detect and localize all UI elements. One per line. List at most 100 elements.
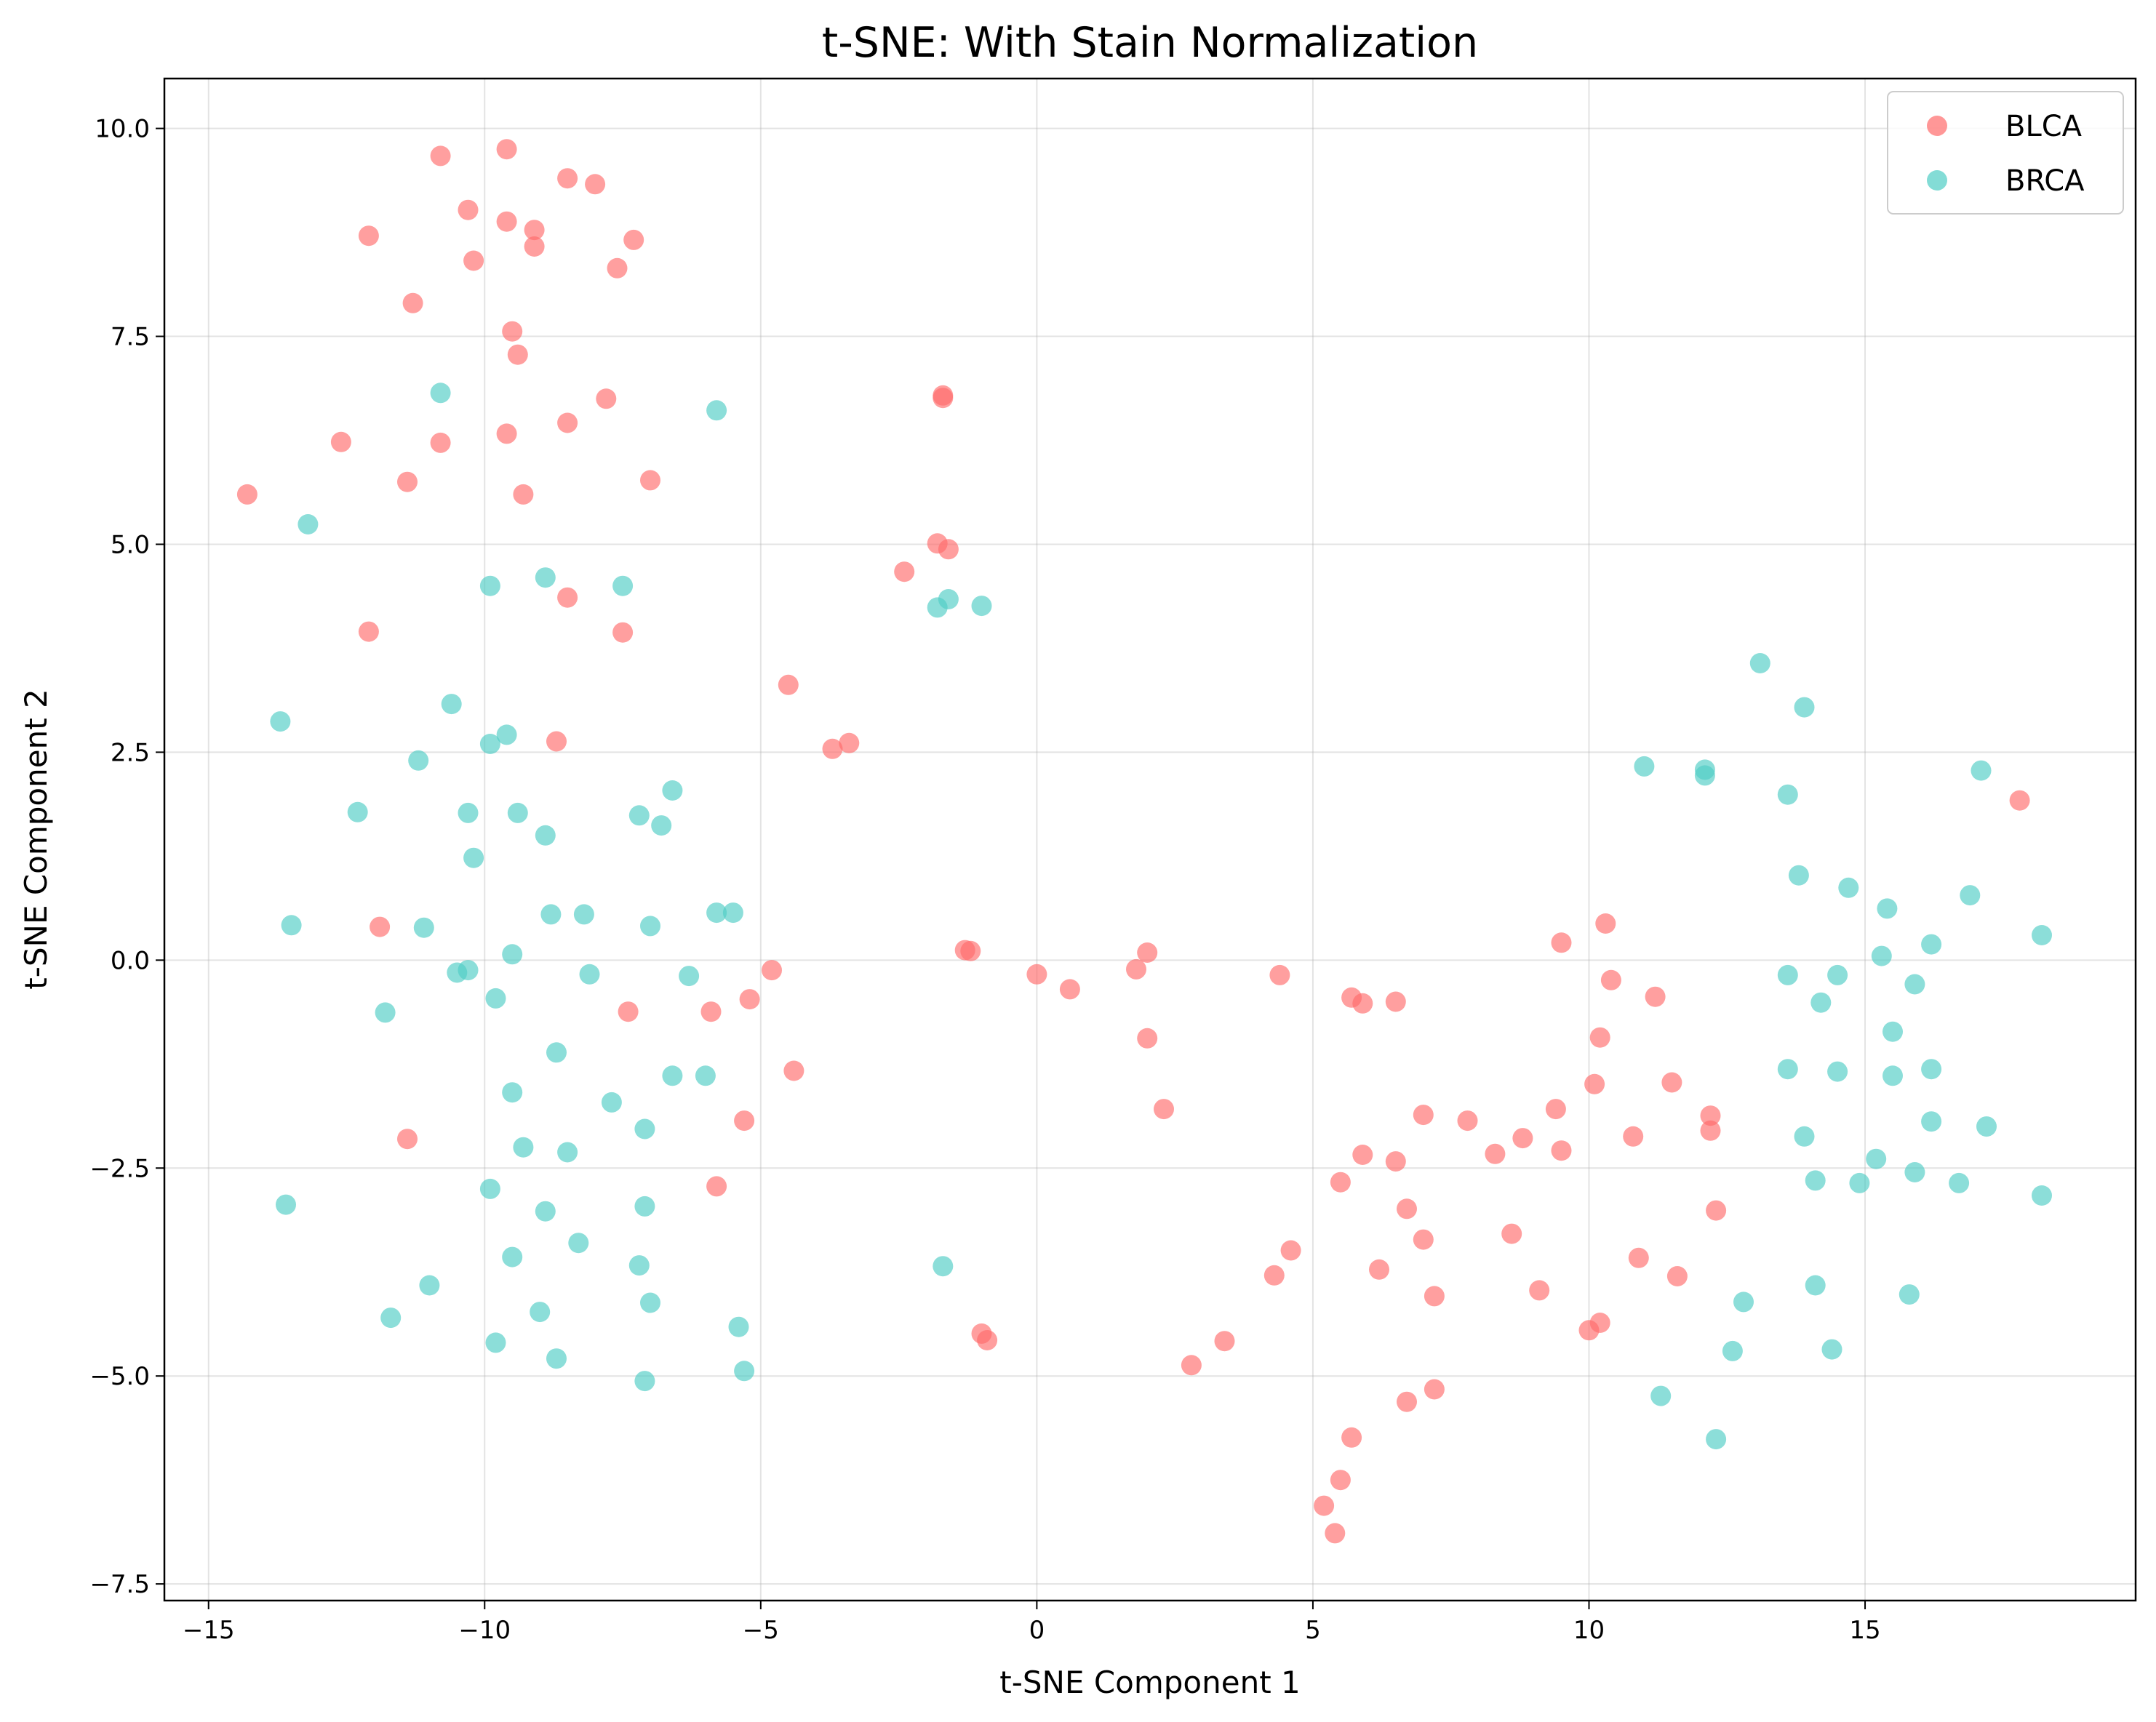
- data-point-blca: [496, 423, 517, 444]
- data-point-brca: [971, 596, 992, 617]
- data-point-blca: [1352, 993, 1373, 1014]
- data-point-brca: [1722, 1340, 1743, 1361]
- data-point-brca: [1904, 974, 1925, 995]
- data-point-brca: [1838, 877, 1859, 898]
- data-point-brca: [1794, 1126, 1815, 1147]
- data-point-blca: [1341, 1427, 1362, 1448]
- data-point-blca: [1501, 1223, 1522, 1244]
- data-point-brca: [1849, 1172, 1870, 1193]
- data-point-blca: [430, 432, 451, 453]
- data-point-brca: [728, 1316, 749, 1337]
- data-point-blca: [1330, 1172, 1351, 1193]
- data-point-blca: [1280, 1240, 1301, 1261]
- plot-area: [164, 79, 2136, 1601]
- data-point-brca: [1976, 1116, 1997, 1137]
- data-point-brca: [927, 597, 948, 618]
- data-point-brca: [1634, 756, 1655, 777]
- data-point-brca: [502, 944, 523, 965]
- data-point-blca: [839, 732, 860, 753]
- data-point-blca: [762, 960, 782, 981]
- data-point-brca: [380, 1307, 402, 1329]
- data-point-blca: [1385, 991, 1406, 1012]
- legend-label-brca: BRCA: [2005, 164, 2085, 198]
- data-point-brca: [546, 1348, 567, 1369]
- legend-label-blca: BLCA: [2005, 110, 2083, 143]
- data-point-blca: [977, 1330, 998, 1350]
- data-point-blca: [507, 344, 528, 365]
- x-tick-label: −5: [743, 1616, 779, 1645]
- data-point-blca: [2009, 790, 2030, 811]
- data-point-brca: [485, 988, 506, 1009]
- data-point-blca: [1645, 986, 1666, 1007]
- data-point-blca: [1424, 1286, 1445, 1307]
- data-point-blca: [1661, 1072, 1682, 1093]
- y-tick-label: −2.5: [89, 1154, 150, 1183]
- data-point-brca: [706, 902, 727, 924]
- data-point-brca: [1777, 964, 1798, 985]
- x-tick-label: 10: [1573, 1616, 1605, 1645]
- data-point-brca: [1794, 697, 1815, 718]
- data-point-brca: [413, 917, 434, 938]
- data-point-brca: [496, 724, 517, 745]
- legend: BLCA BRCA: [1887, 91, 2124, 215]
- data-point-brca: [479, 575, 500, 596]
- data-point-blca: [1352, 1145, 1373, 1165]
- data-point-brca: [502, 1246, 523, 1268]
- data-point-brca: [479, 734, 500, 754]
- data-point-brca: [640, 916, 660, 937]
- data-point-blca: [1330, 1470, 1351, 1491]
- data-point-brca: [458, 802, 479, 823]
- data-point-brca: [568, 1233, 589, 1254]
- data-point-brca: [1921, 1059, 1942, 1080]
- data-point-blca: [546, 731, 567, 752]
- data-point-blca: [1059, 979, 1080, 1000]
- data-point-blca: [1424, 1379, 1445, 1400]
- data-point-brca: [2032, 1185, 2052, 1206]
- data-point-blca: [397, 1129, 418, 1150]
- data-point-brca: [679, 966, 700, 987]
- data-point-blca: [1628, 1247, 1649, 1268]
- x-tick-label: 0: [1029, 1616, 1045, 1645]
- data-point-brca: [1788, 865, 1809, 886]
- data-point-blca: [739, 989, 760, 1010]
- data-point-blca: [618, 1001, 639, 1022]
- plot-frame: [163, 77, 2137, 1602]
- data-point-blca: [1700, 1105, 1721, 1126]
- data-point-brca: [1882, 1065, 1903, 1086]
- data-point-blca: [496, 211, 517, 232]
- data-point-brca: [375, 1002, 396, 1023]
- data-point-brca: [1866, 1148, 1887, 1169]
- data-point-brca: [463, 847, 484, 868]
- data-point-blca: [706, 1176, 727, 1197]
- y-axis-label: t-SNE Component 2: [18, 689, 54, 990]
- data-point-brca: [1821, 1339, 1842, 1360]
- data-point-blca: [1397, 1198, 1417, 1220]
- data-point-brca: [1882, 1021, 1903, 1042]
- data-point-brca: [1921, 934, 1942, 955]
- data-point-blca: [585, 174, 606, 195]
- data-point-blca: [778, 674, 799, 695]
- data-point-brca: [535, 825, 556, 846]
- data-point-blca: [557, 587, 578, 608]
- x-tick-label: 15: [1849, 1616, 1880, 1645]
- data-point-blca: [607, 257, 628, 279]
- data-point-brca: [706, 400, 727, 421]
- data-point-brca: [651, 815, 672, 836]
- data-point-brca: [640, 1292, 660, 1313]
- x-tick-label: −10: [458, 1616, 511, 1645]
- legend-marker-brca: [1927, 170, 1947, 191]
- data-point-brca: [634, 1118, 655, 1140]
- data-point-brca: [1805, 1275, 1826, 1296]
- data-point-blca: [1181, 1355, 1202, 1376]
- data-point-blca: [1385, 1151, 1406, 1172]
- data-point-brca: [1899, 1284, 1920, 1305]
- data-point-blca: [1623, 1126, 1644, 1147]
- data-point-blca: [1413, 1105, 1434, 1126]
- data-point-brca: [1827, 964, 1848, 985]
- data-point-blca: [700, 1001, 722, 1022]
- data-point-brca: [933, 1256, 954, 1277]
- data-point-blca: [822, 738, 843, 759]
- data-point-blca: [1551, 932, 1572, 953]
- data-point-brca: [1777, 784, 1798, 805]
- data-point-blca: [502, 321, 523, 342]
